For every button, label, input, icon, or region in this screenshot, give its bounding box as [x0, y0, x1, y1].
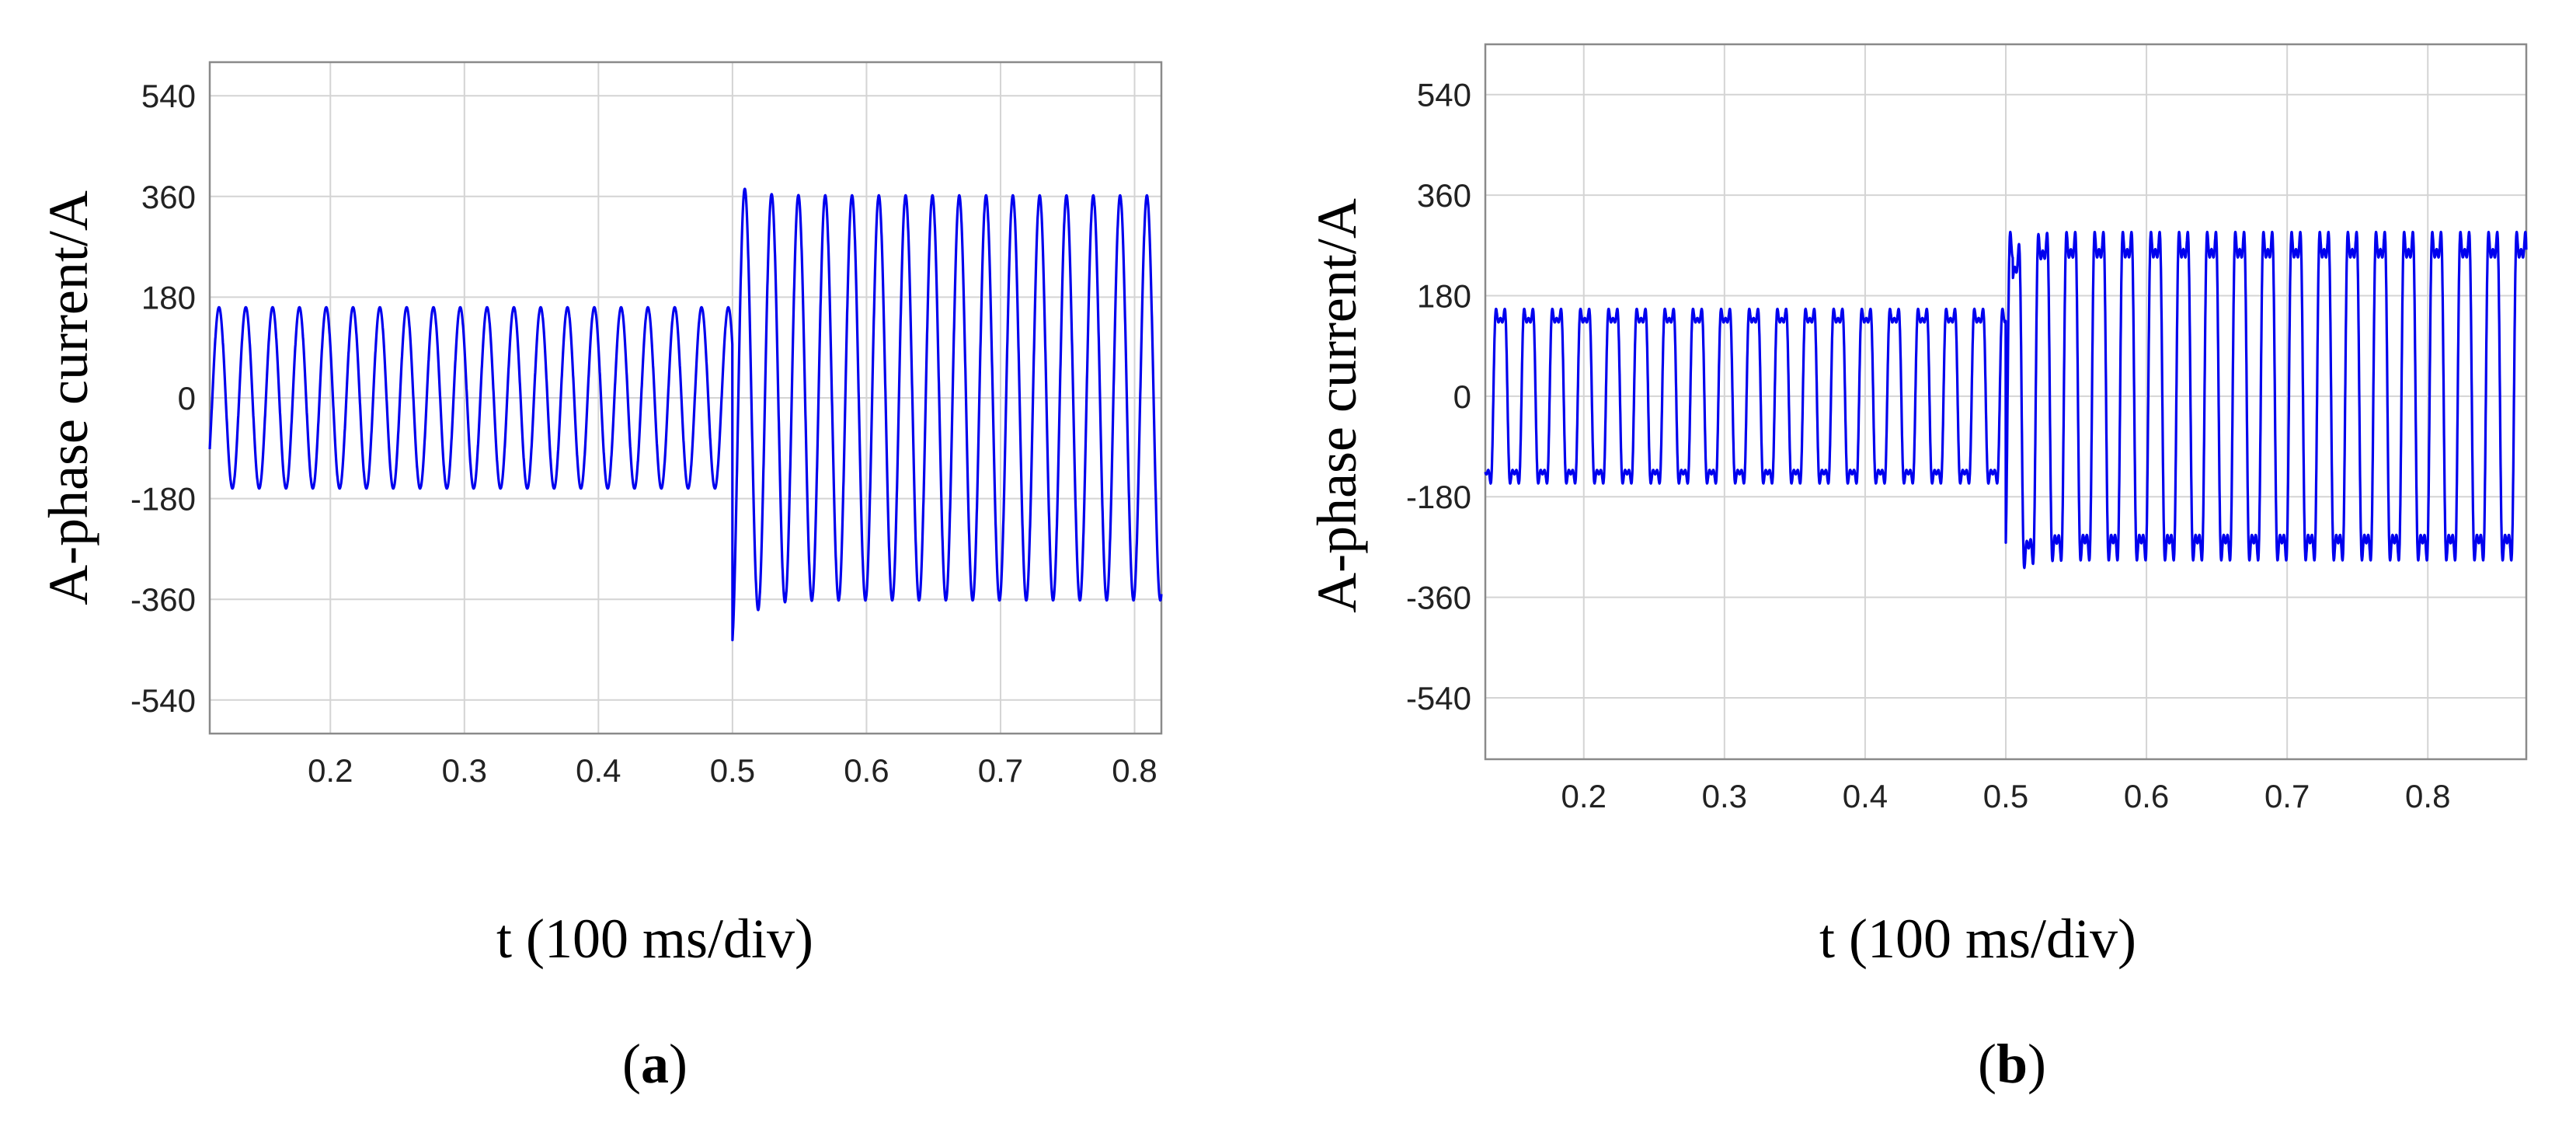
plot-frame-a: [208, 61, 1163, 735]
x-tick-label: 0.3: [442, 752, 487, 789]
current-trace-a: [208, 187, 1163, 642]
y-axis-title-a: A-phase current/A: [37, 190, 99, 605]
plot-frame-b: [1484, 43, 2528, 761]
x-tick-labels-b: 0.2 0.3 0.4 0.5 0.6 0.7 0.8: [1561, 778, 2451, 814]
panel-caption-a: (a): [622, 1033, 688, 1095]
y-tick-label: -180: [131, 481, 196, 518]
y-tick-label: -540: [1406, 680, 1471, 716]
y-tick-labels-a: 540 360 180 0 -180 -360 -540: [131, 78, 196, 719]
x-tick-label: 0.4: [576, 752, 621, 789]
x-tick-label: 0.8: [1112, 752, 1157, 789]
y-tick-label: -180: [1406, 479, 1471, 515]
x-tick-labels-a: 0.2 0.3 0.4 0.5 0.6 0.7 0.8: [308, 752, 1157, 789]
y-tick-label: 180: [141, 279, 196, 315]
y-tick-label: 0: [1453, 378, 1471, 415]
y-tick-labels-b: 540 360 180 0 -180 -360 -540: [1406, 77, 1471, 716]
y-tick-label: -540: [131, 682, 196, 719]
y-tick-label: 180: [1417, 277, 1471, 314]
x-tick-label: 0.5: [710, 752, 755, 789]
y-tick-label: 360: [1417, 177, 1471, 214]
y-tick-label: -360: [131, 581, 196, 618]
x-tick-label: 0.3: [1702, 778, 1747, 814]
y-tick-label: 540: [141, 78, 196, 114]
x-tick-label: 0.5: [1983, 778, 2028, 814]
y-tick-label: 540: [1417, 77, 1471, 113]
grid-a: [210, 62, 1161, 734]
x-axis-title-b: t (100 ms/div): [1819, 908, 2136, 970]
x-tick-label: 0.2: [308, 752, 353, 789]
x-tick-label: 0.6: [844, 752, 889, 789]
x-tick-label: 0.7: [2264, 778, 2310, 814]
y-axis-title-b: A-phase current/A: [1306, 198, 1368, 613]
x-tick-label: 0.8: [2405, 778, 2450, 814]
y-tick-label: 360: [141, 179, 196, 215]
x-axis-title-a: t (100 ms/div): [496, 908, 813, 970]
panel-caption-b: (b): [1978, 1033, 2046, 1095]
current-trace-b: [1484, 230, 2528, 570]
x-tick-label: 0.6: [2124, 778, 2169, 814]
x-tick-label: 0.2: [1561, 778, 1607, 814]
x-tick-label: 0.7: [978, 752, 1023, 789]
x-tick-label: 0.4: [1843, 778, 1888, 814]
grid-b: [1485, 44, 2526, 759]
y-tick-label: 0: [178, 380, 196, 417]
y-tick-label: -360: [1406, 580, 1471, 616]
